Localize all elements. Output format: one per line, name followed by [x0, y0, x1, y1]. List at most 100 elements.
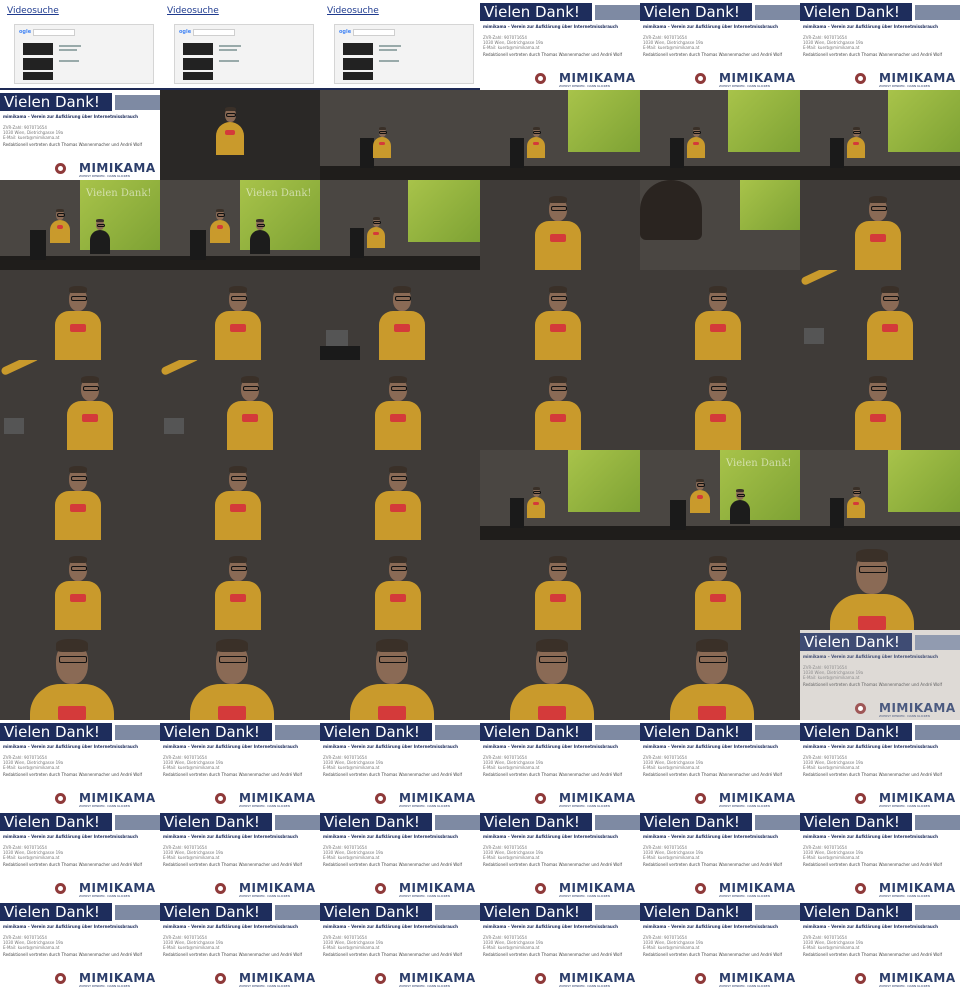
video-thumbnail [183, 58, 213, 70]
speaker-hair [56, 638, 88, 652]
speaker-hoodie [846, 497, 866, 519]
title-accent-bar [915, 725, 960, 740]
speaker-head [69, 468, 87, 492]
video-frame-stage-two: Vielen Dank! [160, 180, 320, 270]
speaker-head [229, 468, 247, 492]
org-name: mimikama – Verein zur Aufklärung über In… [163, 924, 298, 929]
org-name: mimikama – Verein zur Aufklärung über In… [3, 114, 138, 119]
title-accent-bar [915, 905, 960, 920]
mimikama-logo-icon [55, 973, 66, 984]
podium [670, 500, 686, 530]
thanks-slide: Vielen Dank! mimikama – Verein zur Aufkl… [640, 720, 800, 810]
speaker-hoodie [526, 497, 546, 519]
thanks-slide: Vielen Dank! mimikama – Verein zur Aufkl… [800, 720, 960, 810]
video-frame-speaker-mid [800, 180, 960, 270]
projection-screen [740, 180, 800, 230]
thanks-slide: Vielen Dank! mimikama – Verein zur Aufkl… [640, 810, 800, 900]
registration-number: ZVR-Zahl: 907071654 [803, 845, 847, 850]
speaker-hoodie [534, 581, 582, 630]
title-accent-bar [755, 5, 800, 20]
screen-slide-text: Vielen Dank! [726, 458, 792, 469]
speaker-hair [69, 286, 87, 294]
title-accent-bar [595, 725, 640, 740]
title-accent-bar [115, 95, 160, 110]
hoodie-logo [709, 324, 727, 333]
speaker-hair [229, 286, 247, 294]
address: 1030 Wien, Dietrichgasse 19a [643, 760, 704, 765]
podium [30, 230, 46, 260]
speaker-head [852, 128, 860, 138]
video-frame-speaker-wide [160, 90, 320, 180]
speaker-hair [709, 286, 727, 294]
stage-floor [480, 526, 640, 540]
projection-screen [568, 450, 640, 512]
slide-title: Videosuche [167, 6, 219, 16]
video-frame-speaker-mid [800, 360, 960, 450]
logo-tagline: ZUERST DENKEN · DANN KLICKEN [239, 984, 290, 988]
glasses-icon [853, 491, 861, 495]
title-accent-bar [755, 815, 800, 830]
registration-number: ZVR-Zahl: 907071654 [163, 935, 207, 940]
logo-text: MIMIKAMA [719, 791, 796, 805]
address: 1030 Wien, Dietrichgasse 19a [803, 760, 864, 765]
registration-number: ZVR-Zahl: 907071654 [163, 845, 207, 850]
glasses-icon [882, 296, 900, 301]
video-frame-speaker-point [160, 360, 320, 450]
registration-number: ZVR-Zahl: 907071654 [643, 35, 687, 40]
slide-title: Vielen Dank! [0, 813, 112, 831]
result-line [219, 60, 239, 62]
mimikama-logo-icon [215, 793, 226, 804]
result-line [379, 60, 399, 62]
podium [350, 228, 364, 258]
stage-floor [640, 166, 800, 180]
video-frame-speaker-mid [320, 540, 480, 630]
thanks-slide: Vielen Dank! mimikama – Verein zur Aufkl… [160, 720, 320, 810]
glasses-icon [216, 213, 226, 217]
podium [320, 346, 360, 360]
speaker-hair [229, 466, 247, 474]
logo-text: MIMIKAMA [559, 71, 636, 85]
address: 1030 Wien, Dietrichgasse 19a [323, 760, 384, 765]
org-name: mimikama – Verein zur Aufklärung über In… [323, 924, 458, 929]
speaker-head [549, 198, 567, 222]
glasses-icon [550, 296, 568, 301]
glasses-icon [56, 213, 66, 217]
speaker-hair [241, 376, 259, 384]
speaker-head [216, 210, 224, 220]
registration-number: ZVR-Zahl: 907071654 [483, 755, 527, 760]
speaker-hoodie [210, 219, 230, 243]
glasses-icon [710, 566, 728, 571]
stage-floor [800, 166, 960, 180]
representatives: Redaktionell vertreten durch Thomas Wann… [323, 952, 462, 957]
search-screenshot: ogle [14, 24, 154, 84]
email: E-Mail: kuerb@mimikama.at [803, 45, 860, 50]
hoodie-logo [69, 324, 87, 333]
video-thumbnail [23, 58, 53, 70]
hoodie-logo [692, 142, 700, 146]
glasses-icon [710, 386, 728, 391]
glasses-icon [219, 656, 247, 664]
hoodie-logo [532, 502, 540, 506]
logo-tagline: ZUERST DENKEN · DANN KLICKEN [719, 804, 770, 808]
mimikama-logo-icon [375, 973, 386, 984]
speaker-hoodie [50, 219, 70, 243]
glasses-icon [70, 476, 88, 481]
logo-tagline: ZUERST DENKEN · DANN KLICKEN [879, 894, 930, 898]
speaker-head [389, 468, 407, 492]
glasses-icon [533, 131, 541, 135]
glasses-icon [390, 386, 408, 391]
speaker-hair [372, 217, 380, 221]
logo-text: MIMIKAMA [79, 791, 156, 805]
screen-slide-text: Vielen Dank! [86, 188, 152, 199]
glasses-icon [230, 566, 248, 571]
glasses-icon [550, 386, 568, 391]
glasses-icon [394, 296, 412, 301]
search-screenshot: ogle [174, 24, 314, 84]
registration-number: ZVR-Zahl: 907071654 [643, 755, 687, 760]
logo-tagline: ZUERST DENKEN · DANN KLICKEN [79, 894, 130, 898]
representatives: Redaktionell vertreten durch Thomas Wann… [3, 862, 142, 867]
mimikama-logo-icon [855, 73, 866, 84]
registration-number: ZVR-Zahl: 907071654 [323, 755, 367, 760]
video-frame-speaker-mid [480, 540, 640, 630]
speaker-head [372, 218, 380, 228]
